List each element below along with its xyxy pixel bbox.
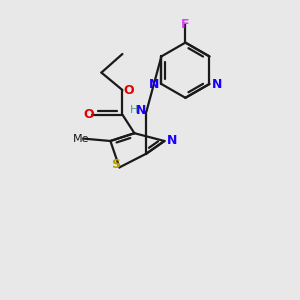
Text: N: N bbox=[167, 134, 177, 148]
Text: O: O bbox=[123, 83, 134, 97]
Text: O: O bbox=[83, 108, 94, 121]
Text: S: S bbox=[111, 158, 120, 172]
Text: N: N bbox=[136, 104, 146, 117]
Text: H: H bbox=[130, 105, 138, 116]
Text: F: F bbox=[181, 17, 190, 31]
Text: N: N bbox=[149, 77, 159, 91]
Text: Me: Me bbox=[73, 134, 89, 144]
Text: N: N bbox=[212, 77, 222, 91]
